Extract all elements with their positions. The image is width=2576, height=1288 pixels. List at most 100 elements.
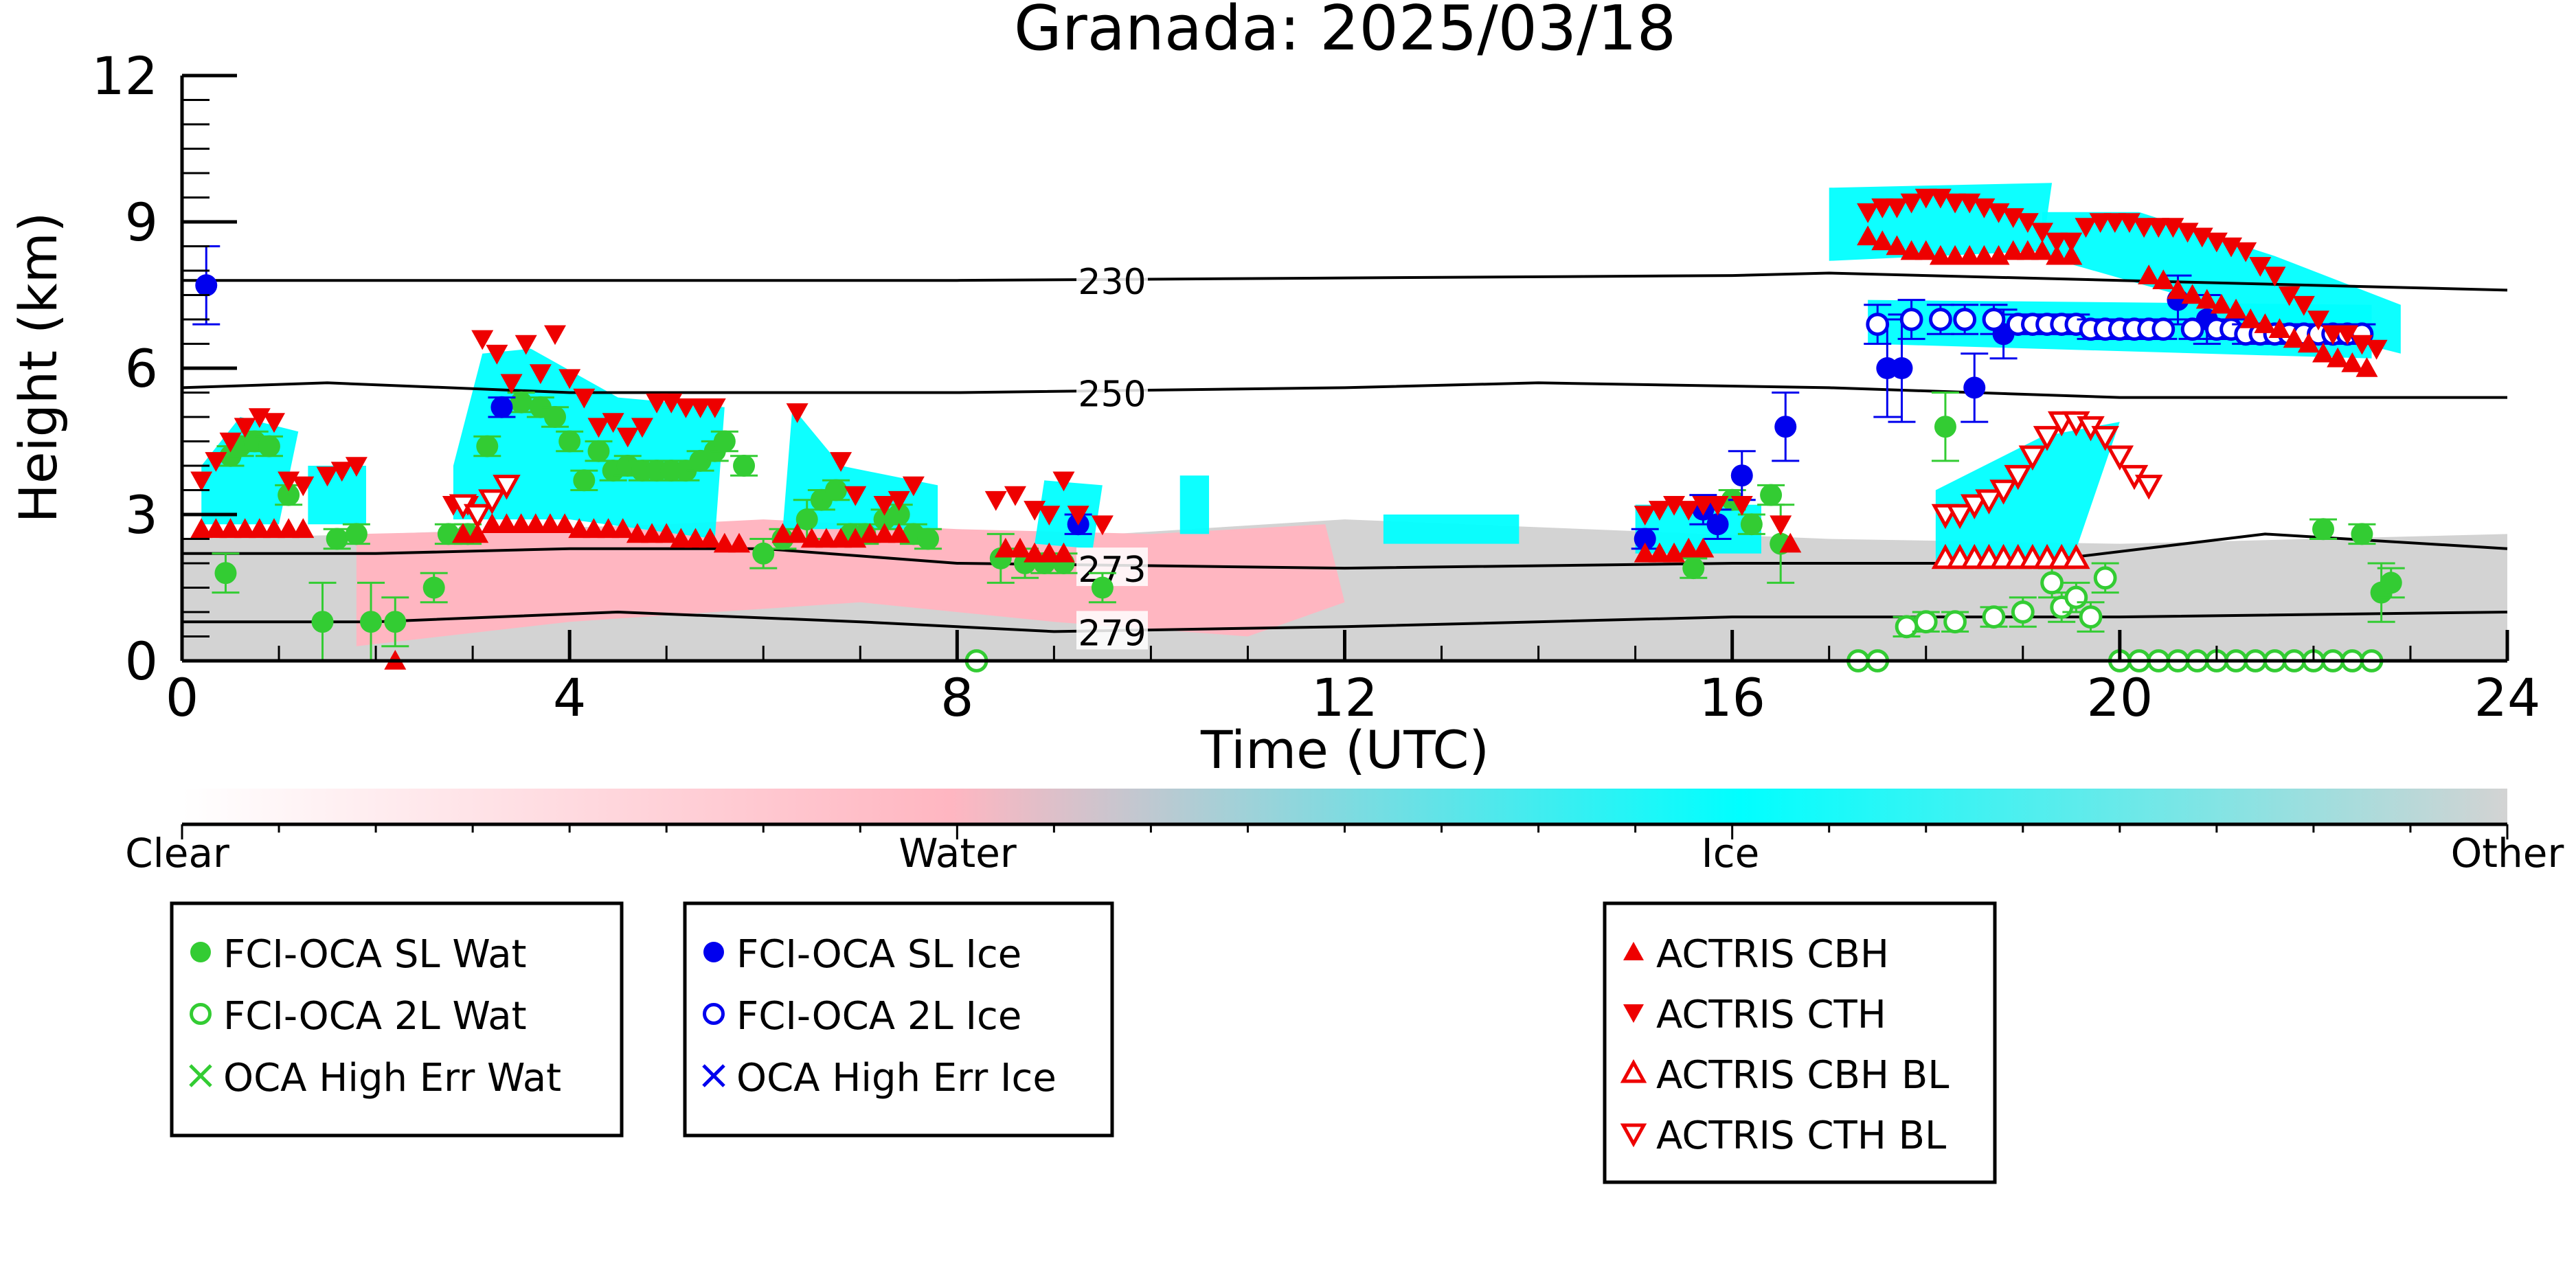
data-point [316, 466, 339, 487]
data-point [888, 490, 910, 511]
data-point [544, 325, 567, 346]
data-point [1770, 515, 1792, 536]
legend-marker [1620, 1123, 1647, 1148]
data-point [1692, 496, 1715, 516]
data-point [1982, 308, 2006, 331]
legend-label: FCI-OCA SL Ice [736, 932, 1021, 977]
legend-label: ACTRIS CTH [1656, 993, 1886, 1037]
region-ice [1935, 422, 2120, 563]
colorbar-gradient [182, 789, 2507, 824]
legend-entry: FCI-OCA 2L Wat [190, 994, 527, 1039]
series-actris-cth-bl [449, 411, 2163, 530]
data-point [510, 513, 532, 533]
data-point [727, 532, 750, 553]
data-point [2181, 284, 2204, 304]
data-point [587, 418, 610, 438]
data-point [1900, 193, 1923, 214]
legend-frame [683, 901, 1114, 1138]
data-point [529, 364, 552, 385]
data-point [888, 523, 910, 543]
data-point [262, 518, 285, 539]
data-point [1052, 542, 1075, 563]
legend-entry: ACTRIS CTH [1623, 993, 1886, 1037]
legend-marker [1623, 1004, 1644, 1023]
data-point [262, 413, 285, 433]
data-point [800, 528, 823, 548]
data-point [510, 391, 532, 414]
data-point [1648, 501, 1671, 521]
data-point [2091, 426, 2119, 451]
data-point [713, 430, 736, 453]
data-point [2312, 518, 2335, 541]
data-point [568, 518, 591, 539]
data-point [481, 513, 504, 533]
data-point [292, 518, 315, 539]
data-point [495, 513, 518, 533]
contour-label-bg [1076, 372, 1148, 411]
data-point [2336, 325, 2359, 346]
y-tick-label: 6 [125, 338, 158, 399]
data-point [2016, 240, 2039, 260]
data-point [984, 490, 1007, 511]
data-point [2046, 232, 2068, 253]
data-point [1895, 615, 1919, 639]
data-point [611, 518, 634, 539]
data-point [2062, 543, 2090, 569]
data-point [190, 471, 213, 492]
data-point [1914, 188, 1937, 209]
data-point [2180, 317, 2204, 341]
colorbar-ticks [181, 824, 2509, 839]
data-point [2075, 218, 2097, 238]
x-axis-label: Time (UTC) [1200, 719, 1489, 780]
data-point [2322, 325, 2345, 346]
data-point [2283, 328, 2305, 348]
data-point [2268, 318, 2291, 338]
data-point [1682, 557, 1705, 580]
classification-regions [182, 183, 2507, 661]
data-point [1890, 357, 1913, 379]
legend-marker [702, 1064, 725, 1087]
x-tick-label: 12 [1311, 667, 1378, 728]
data-point [2031, 240, 2053, 260]
data-point [258, 435, 280, 457]
colorbar: Clear Water Ice Other [125, 789, 2564, 877]
data-point [1634, 528, 1656, 550]
data-point [2011, 600, 2035, 624]
data-point [554, 513, 576, 533]
data-point [2089, 213, 2112, 233]
legend-label: ACTRIS CBH [1656, 932, 1889, 977]
data-point [219, 432, 242, 453]
series-actris-cth [190, 188, 2388, 536]
data-point [2307, 310, 2329, 330]
data-point [631, 418, 653, 438]
data-point [2105, 445, 2134, 471]
legend-entry: ACTRIS CBH BL [1620, 1053, 1949, 1098]
region-ice [1179, 475, 1210, 534]
data-point [2355, 357, 2378, 377]
legend-marker [1620, 1059, 1647, 1083]
data-point [2133, 218, 2156, 238]
data-point [917, 528, 940, 550]
data-point [2004, 464, 2032, 490]
data-point [2031, 223, 2053, 243]
legend-label: FCI-OCA 2L Ice [736, 994, 1021, 1039]
legend-entry: OCA High Err Ice [702, 1056, 1057, 1100]
data-point [1024, 542, 1046, 563]
data-point [689, 398, 712, 418]
legend-box-3: ACTRIS CBH ACTRIS CTH ACTRIS CBH BL ACTRIS … [1603, 901, 1997, 1184]
legend-entry: FCI-OCA SL Wat [190, 932, 527, 977]
data-point [345, 523, 368, 545]
data-point [278, 484, 300, 506]
data-point [195, 274, 218, 297]
contour-line-230 [182, 271, 2508, 292]
data-point [2249, 257, 2272, 277]
data-point [500, 374, 523, 394]
legend-marker [703, 1003, 725, 1025]
data-point [1871, 230, 1894, 251]
data-point [2103, 213, 2126, 233]
data-point [655, 523, 678, 543]
legend-label: OCA High Err Wat [223, 1056, 561, 1100]
data-point [2380, 572, 2402, 594]
